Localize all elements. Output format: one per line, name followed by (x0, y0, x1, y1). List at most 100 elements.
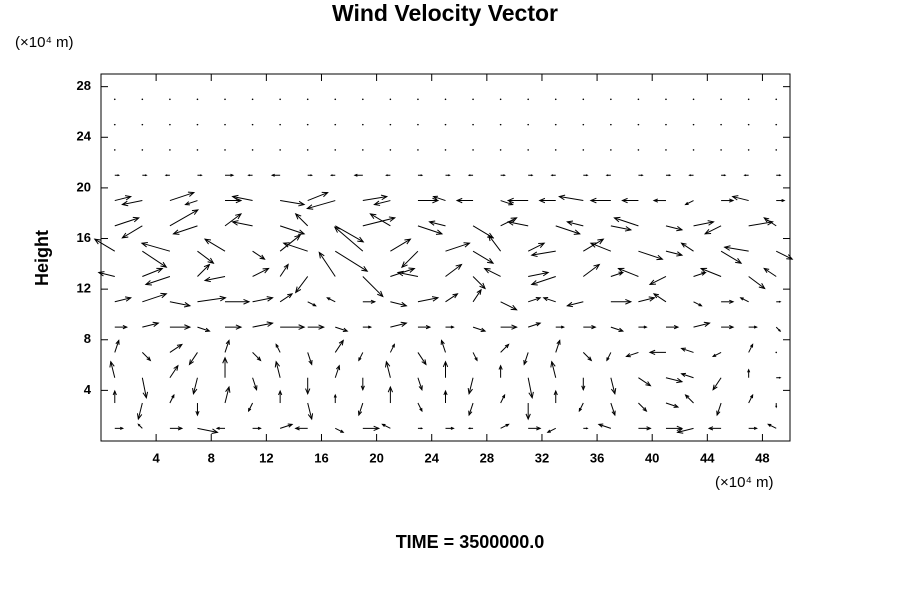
vector (113, 149, 116, 151)
vector (251, 149, 254, 151)
vector-head (380, 194, 389, 201)
vector (109, 360, 116, 378)
vector-shaft (472, 250, 494, 264)
vector (625, 351, 639, 358)
vector-shaft (468, 377, 474, 394)
vector-shaft (582, 352, 592, 361)
vector (566, 301, 584, 308)
vector-dot (720, 149, 722, 151)
vector (252, 321, 274, 328)
vector-head (294, 234, 302, 241)
vector (506, 220, 529, 227)
vector (279, 149, 281, 151)
vector-shaft (720, 250, 742, 264)
vector-head (391, 343, 395, 348)
vector-shaft (417, 225, 443, 235)
vector-head (538, 197, 546, 204)
vector-dot (362, 98, 364, 101)
vector-head (253, 385, 258, 391)
vector-shaft (197, 427, 218, 433)
vector-shaft (279, 293, 293, 303)
vector-head (621, 197, 628, 204)
vector (528, 322, 542, 328)
vector (693, 301, 703, 307)
vector (523, 352, 529, 366)
vector (196, 149, 199, 151)
vector-shaft (610, 402, 616, 416)
vector (555, 339, 561, 353)
vector-dot (196, 98, 199, 101)
vector (499, 98, 502, 101)
vector (583, 174, 589, 177)
vector-head (333, 393, 337, 398)
vector-head (203, 276, 211, 283)
vector (362, 149, 364, 151)
vector-head (425, 325, 432, 330)
vector-shaft (433, 196, 446, 202)
vector-head (652, 293, 660, 299)
vector (197, 326, 211, 332)
vector (716, 402, 722, 417)
vector-shaft (610, 272, 624, 277)
vector (141, 123, 144, 126)
vector-shaft (114, 217, 139, 227)
vector-head (211, 428, 219, 435)
vector (224, 149, 226, 151)
vector (555, 225, 581, 235)
vector (527, 242, 546, 252)
vector-dot (169, 123, 171, 126)
vector-head (183, 302, 192, 308)
vector (93, 238, 116, 252)
vector-head (450, 426, 455, 430)
vector (721, 325, 735, 330)
vector (279, 234, 302, 252)
vector (555, 325, 566, 329)
vector-shaft (94, 238, 116, 252)
vector-head (287, 293, 294, 299)
vector (247, 174, 253, 177)
vector-head (442, 360, 449, 368)
vector (554, 123, 557, 126)
vector-shaft (252, 297, 273, 303)
vector-dot (141, 98, 144, 101)
vector (114, 339, 120, 353)
vector-shaft (335, 427, 344, 433)
vector (500, 301, 518, 311)
vector (362, 216, 397, 227)
vector-head (381, 423, 386, 428)
vector-head (542, 296, 549, 302)
vector-shaft (295, 213, 309, 227)
vector-dot (113, 123, 116, 126)
vector-head (707, 426, 714, 431)
y-tick-label: 28 (77, 78, 91, 93)
vector (610, 377, 617, 395)
vector (443, 389, 448, 404)
vector-shaft (169, 343, 183, 353)
vector-dot (775, 351, 778, 354)
vector-dot (417, 98, 419, 101)
vector (334, 98, 337, 101)
vector (747, 98, 750, 101)
vector-shaft (362, 276, 384, 297)
vector-shaft (224, 340, 230, 353)
vector-dot (306, 123, 309, 126)
vector-dot (251, 123, 254, 126)
x-tick-label: 40 (645, 450, 659, 465)
vector-head (566, 301, 574, 308)
vector-dot (582, 123, 585, 126)
vector (387, 385, 394, 404)
vector (721, 174, 727, 177)
vector-head (452, 293, 459, 299)
vector-head (625, 353, 631, 358)
vector-head (360, 385, 365, 392)
x-tick-label: 8 (208, 450, 215, 465)
vector-head (307, 413, 314, 421)
vector-shaft (280, 200, 305, 206)
vector-head (605, 174, 609, 177)
vector-head (528, 391, 534, 399)
vector-shaft (555, 340, 561, 353)
vector-head (450, 325, 455, 329)
vector (748, 426, 758, 430)
vector (747, 368, 751, 378)
vector (692, 149, 695, 151)
